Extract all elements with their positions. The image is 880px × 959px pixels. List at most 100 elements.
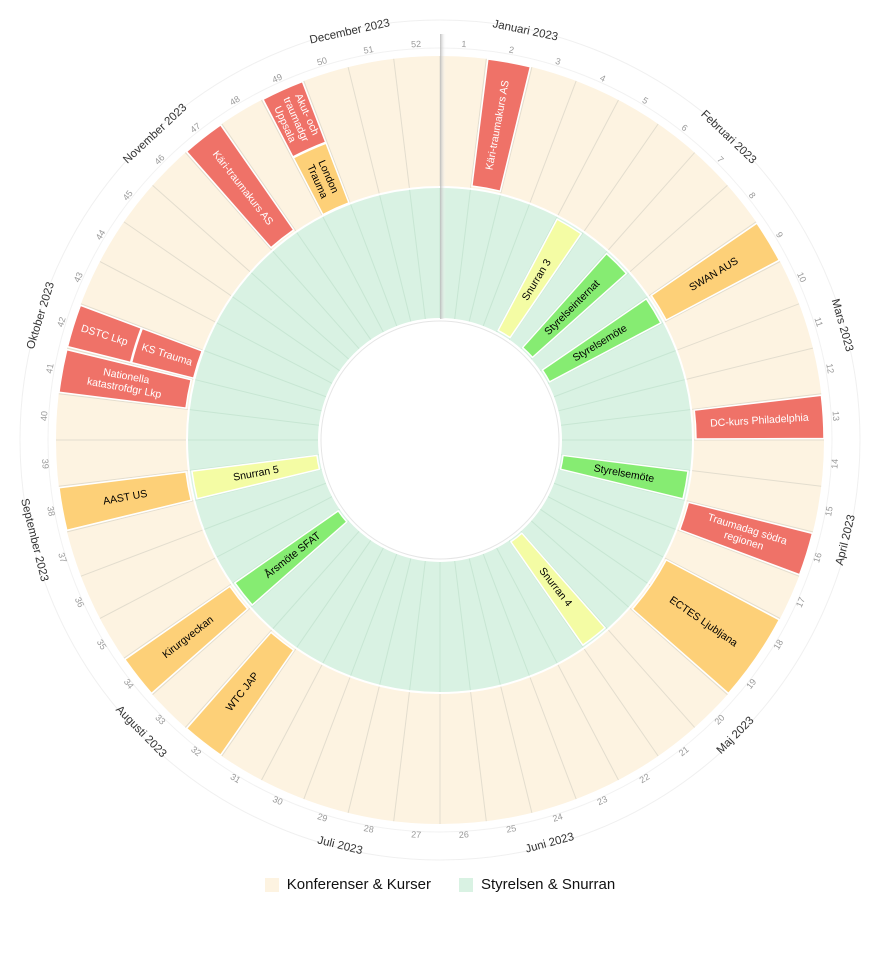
board-event[interactable]: Snurran 5 bbox=[191, 454, 321, 500]
today-marker bbox=[440, 34, 446, 319]
board-event-block[interactable] bbox=[497, 218, 583, 339]
conference-event-block[interactable] bbox=[185, 631, 295, 757]
week-divider bbox=[58, 393, 188, 410]
board-event-block[interactable] bbox=[509, 532, 607, 647]
week-divider bbox=[347, 67, 380, 194]
week-number-label: 25 bbox=[505, 823, 517, 835]
week-divider bbox=[232, 296, 340, 372]
week-number-label: 20 bbox=[712, 712, 726, 726]
week-divider bbox=[272, 530, 360, 629]
week-divider bbox=[547, 496, 664, 558]
week-number-label: 43 bbox=[72, 271, 85, 284]
legend: Konferenser & Kurser Styrelsen & Snurran bbox=[0, 876, 880, 893]
week-number-label: 29 bbox=[316, 811, 329, 824]
conference-event[interactable]: KS Trauma bbox=[130, 327, 204, 380]
conference-event[interactable]: Nationellakatastrofdgr Lkp bbox=[58, 348, 193, 409]
week-divider bbox=[152, 184, 251, 272]
week-number-label: 24 bbox=[551, 811, 564, 824]
week-number-label: 2 bbox=[508, 45, 515, 56]
board-event-block[interactable] bbox=[521, 252, 628, 359]
board-event-block[interactable] bbox=[541, 297, 662, 383]
board-event-block[interactable] bbox=[191, 454, 321, 500]
week-divider bbox=[80, 529, 203, 577]
conference-event-block[interactable] bbox=[292, 142, 350, 216]
week-divider bbox=[583, 123, 659, 232]
center-ring bbox=[320, 320, 560, 560]
conference-event-block[interactable] bbox=[58, 348, 193, 409]
conference-event[interactable]: DSTC Lkp bbox=[66, 304, 143, 364]
conference-event-block[interactable] bbox=[650, 222, 781, 322]
conference-event[interactable]: WTC JAP bbox=[185, 631, 295, 757]
week-number-label: 22 bbox=[638, 771, 652, 785]
week-number-label: 31 bbox=[229, 771, 243, 785]
week-divider bbox=[204, 350, 327, 398]
month-label: April 2023 bbox=[834, 513, 858, 566]
week-divider bbox=[692, 470, 822, 487]
week-number-label: 35 bbox=[95, 638, 109, 652]
guide-ring-outer bbox=[19, 19, 861, 861]
week-divider bbox=[393, 692, 410, 822]
board-event[interactable]: Styrelsemöte bbox=[559, 454, 689, 500]
week-number-label: 4 bbox=[598, 73, 607, 84]
conference-event[interactable]: Käri-traumakurs AS bbox=[471, 58, 532, 193]
week-number-label: 52 bbox=[411, 39, 422, 50]
week-number-label: 19 bbox=[744, 677, 758, 691]
week-divider bbox=[184, 152, 272, 251]
conference-event-block[interactable] bbox=[66, 304, 143, 364]
month-label: Juni 2023 bbox=[524, 831, 575, 856]
legend-item-konferenser: Konferenser & Kurser bbox=[264, 876, 431, 893]
conference-event-block[interactable] bbox=[123, 585, 249, 695]
week-number-label: 11 bbox=[813, 316, 825, 328]
year-wheel: Käri-traumakurs AS SWAN AUS DC-kurs Philad… bbox=[18, 17, 861, 861]
conference-event-block[interactable] bbox=[471, 58, 532, 193]
legend-swatch-styrelsen bbox=[459, 877, 473, 892]
week-divider bbox=[677, 529, 800, 577]
month-label: December 2023 bbox=[309, 17, 391, 46]
week-number-label: 1 bbox=[461, 39, 467, 49]
week-number-label: 49 bbox=[271, 72, 284, 85]
week-divider bbox=[482, 553, 530, 676]
board-event-block[interactable] bbox=[233, 509, 348, 607]
week-number-label: 33 bbox=[153, 712, 167, 726]
week-number-label: 48 bbox=[228, 94, 242, 108]
conference-event-block[interactable] bbox=[130, 327, 204, 380]
week-divider bbox=[123, 221, 232, 297]
conference-event[interactable]: SWAN AUS bbox=[650, 222, 781, 322]
conference-event[interactable]: AAST US bbox=[58, 471, 193, 532]
week-divider bbox=[99, 557, 216, 619]
week-number-label: 40 bbox=[39, 411, 50, 422]
week-divider bbox=[470, 692, 487, 822]
conference-event-block[interactable] bbox=[261, 80, 327, 158]
week-divider bbox=[195, 379, 322, 412]
conference-event-block[interactable] bbox=[58, 471, 193, 532]
legend-label-styrelsen: Styrelsen & Snurran bbox=[481, 876, 616, 893]
week-number-label: 23 bbox=[596, 794, 609, 807]
week-number-label: 34 bbox=[122, 677, 136, 691]
week-divider bbox=[303, 677, 351, 800]
week-divider bbox=[557, 664, 619, 781]
week-divider bbox=[664, 557, 781, 619]
week-divider bbox=[468, 558, 501, 685]
week-divider bbox=[221, 123, 297, 232]
week-divider bbox=[540, 508, 648, 584]
week-divider bbox=[80, 303, 203, 351]
week-number-label: 37 bbox=[56, 551, 69, 564]
conference-event-block[interactable] bbox=[185, 123, 295, 249]
week-number-label: 28 bbox=[363, 823, 375, 835]
week-divider bbox=[261, 99, 323, 216]
week-number-label: 27 bbox=[411, 829, 422, 840]
conference-event-block[interactable] bbox=[631, 558, 781, 695]
conference-event[interactable]: DC-kurs Philadelphia bbox=[693, 394, 825, 440]
week-number-label: 46 bbox=[152, 152, 166, 166]
board-event-block[interactable] bbox=[559, 454, 689, 500]
month-label: Januari 2023 bbox=[491, 18, 559, 43]
week-divider bbox=[322, 216, 384, 333]
week-number-label: 5 bbox=[640, 95, 649, 106]
conference-event-block[interactable] bbox=[678, 501, 814, 576]
week-number-label: 13 bbox=[831, 411, 842, 422]
conference-event[interactable]: ECTES Ljubljana bbox=[631, 558, 781, 695]
week-divider bbox=[583, 648, 659, 757]
month-label: Februari 2023 bbox=[698, 108, 758, 166]
week-divider bbox=[347, 686, 380, 813]
conference-event-block[interactable] bbox=[693, 394, 825, 440]
